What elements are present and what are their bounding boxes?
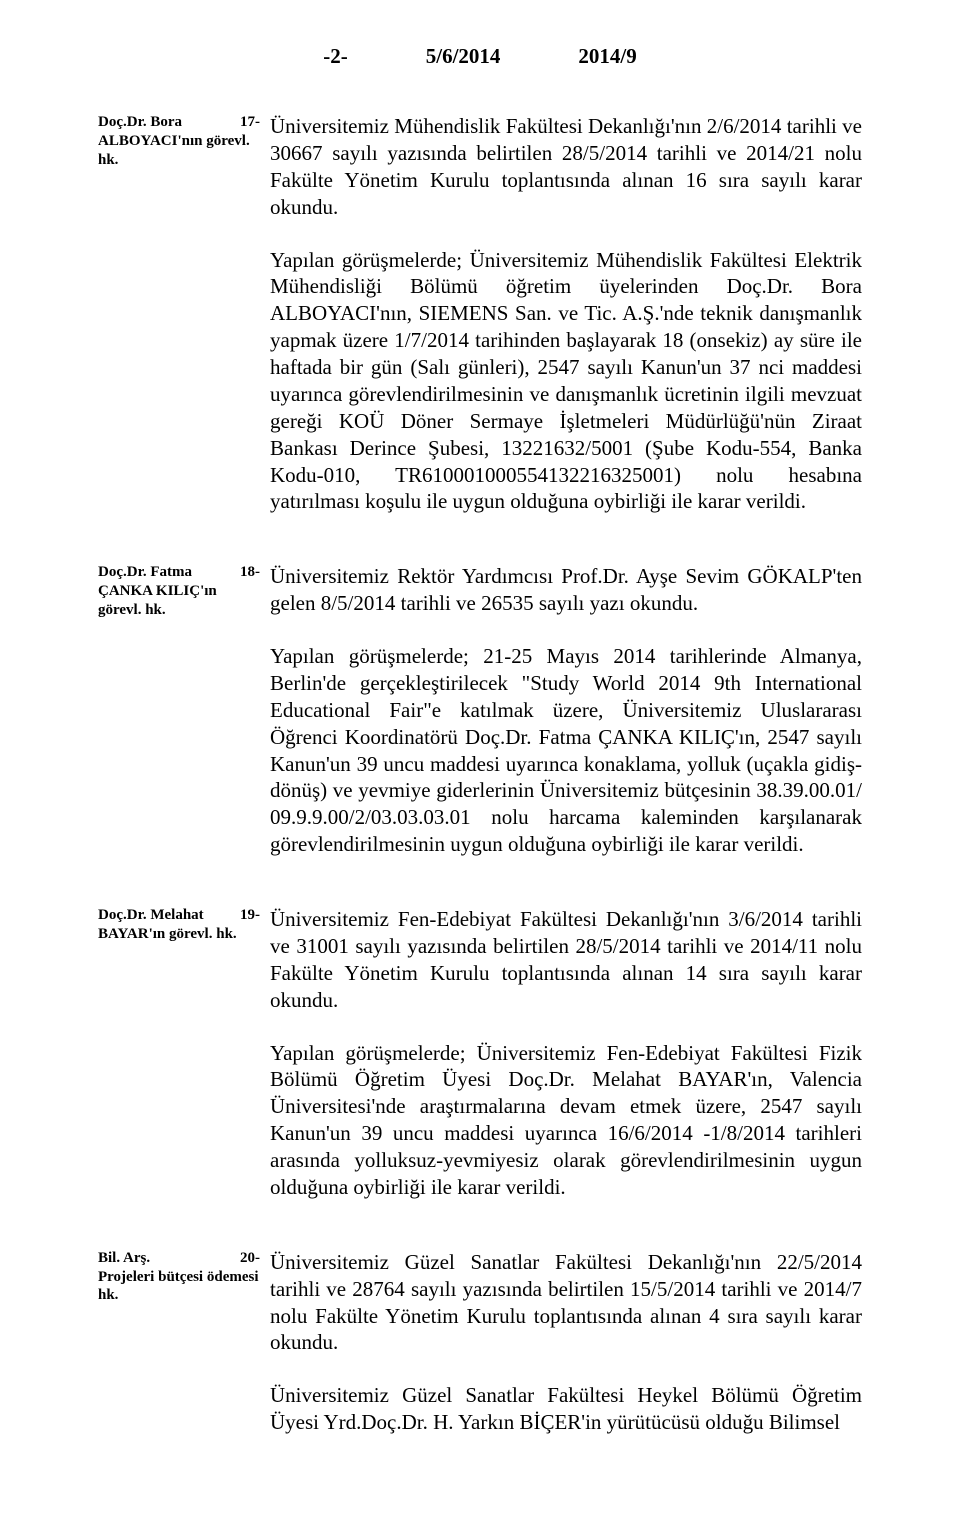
- entry-side: Bil. Arş. 20- Projeleri bütçesi ödemesi …: [98, 1249, 270, 1305]
- entry-body: Üniversitemiz Fen-Edebiyat Fakültesi Dek…: [270, 906, 862, 1201]
- body-paragraph: Üniversitemiz Güzel Sanatlar Fakültesi D…: [270, 1249, 862, 1357]
- body-paragraph: Üniversitemiz Rektör Yardımcısı Prof.Dr.…: [270, 563, 862, 617]
- side-title: Doç.Dr. Bora: [98, 113, 182, 132]
- entry-body: Üniversitemiz Rektör Yardımcısı Prof.Dr.…: [270, 563, 862, 858]
- header-date: 5/6/2014: [426, 44, 501, 69]
- side-number: 18-: [240, 563, 260, 582]
- side-number: 19-: [240, 906, 260, 925]
- side-subtitle: ALBOYACI'nın görevl. hk.: [98, 132, 260, 170]
- side-title: Doç.Dr. Fatma: [98, 563, 192, 582]
- body-paragraph: Üniversitemiz Güzel Sanatlar Fakültesi H…: [270, 1382, 862, 1436]
- body-paragraph: Yapılan görüşmelerde; Üniversitemiz Mühe…: [270, 247, 862, 516]
- body-paragraph: Yapılan görüşmelerde; Üniversitemiz Fen-…: [270, 1040, 862, 1201]
- body-paragraph: Üniversitemiz Fen-Edebiyat Fakültesi Dek…: [270, 906, 862, 1014]
- side-subtitle: ÇANKA KILIÇ'ın görevl. hk.: [98, 582, 260, 620]
- page-header: -2- 5/6/2014 2014/9: [98, 44, 862, 69]
- side-subtitle: Projeleri bütçesi ödemesi hk.: [98, 1268, 260, 1306]
- entry-side: Doç.Dr. Fatma 18- ÇANKA KILIÇ'ın görevl.…: [98, 563, 270, 619]
- entry: Doç.Dr. Bora 17- ALBOYACI'nın görevl. hk…: [98, 113, 862, 515]
- side-number: 17-: [240, 113, 260, 132]
- entry: Doç.Dr. Melahat 19- BAYAR'ın görevl. hk.…: [98, 906, 862, 1201]
- entry-body: Üniversitemiz Mühendislik Fakültesi Deka…: [270, 113, 862, 515]
- body-paragraph: Yapılan görüşmelerde; 21-25 Mayıs 2014 t…: [270, 643, 862, 858]
- side-title: Bil. Arş.: [98, 1249, 150, 1268]
- body-paragraph: Üniversitemiz Mühendislik Fakültesi Deka…: [270, 113, 862, 221]
- entry: Bil. Arş. 20- Projeleri bütçesi ödemesi …: [98, 1249, 862, 1436]
- entry: Doç.Dr. Fatma 18- ÇANKA KILIÇ'ın görevl.…: [98, 563, 862, 858]
- header-doc-no: 2014/9: [578, 44, 636, 69]
- side-number: 20-: [240, 1249, 260, 1268]
- side-subtitle: BAYAR'ın görevl. hk.: [98, 925, 260, 944]
- page-number: -2-: [323, 44, 348, 69]
- entry-side: Doç.Dr. Bora 17- ALBOYACI'nın görevl. hk…: [98, 113, 270, 169]
- side-title: Doç.Dr. Melahat: [98, 906, 204, 925]
- entry-side: Doç.Dr. Melahat 19- BAYAR'ın görevl. hk.: [98, 906, 270, 944]
- page: -2- 5/6/2014 2014/9 Doç.Dr. Bora 17- ALB…: [0, 0, 960, 1524]
- entry-body: Üniversitemiz Güzel Sanatlar Fakültesi D…: [270, 1249, 862, 1436]
